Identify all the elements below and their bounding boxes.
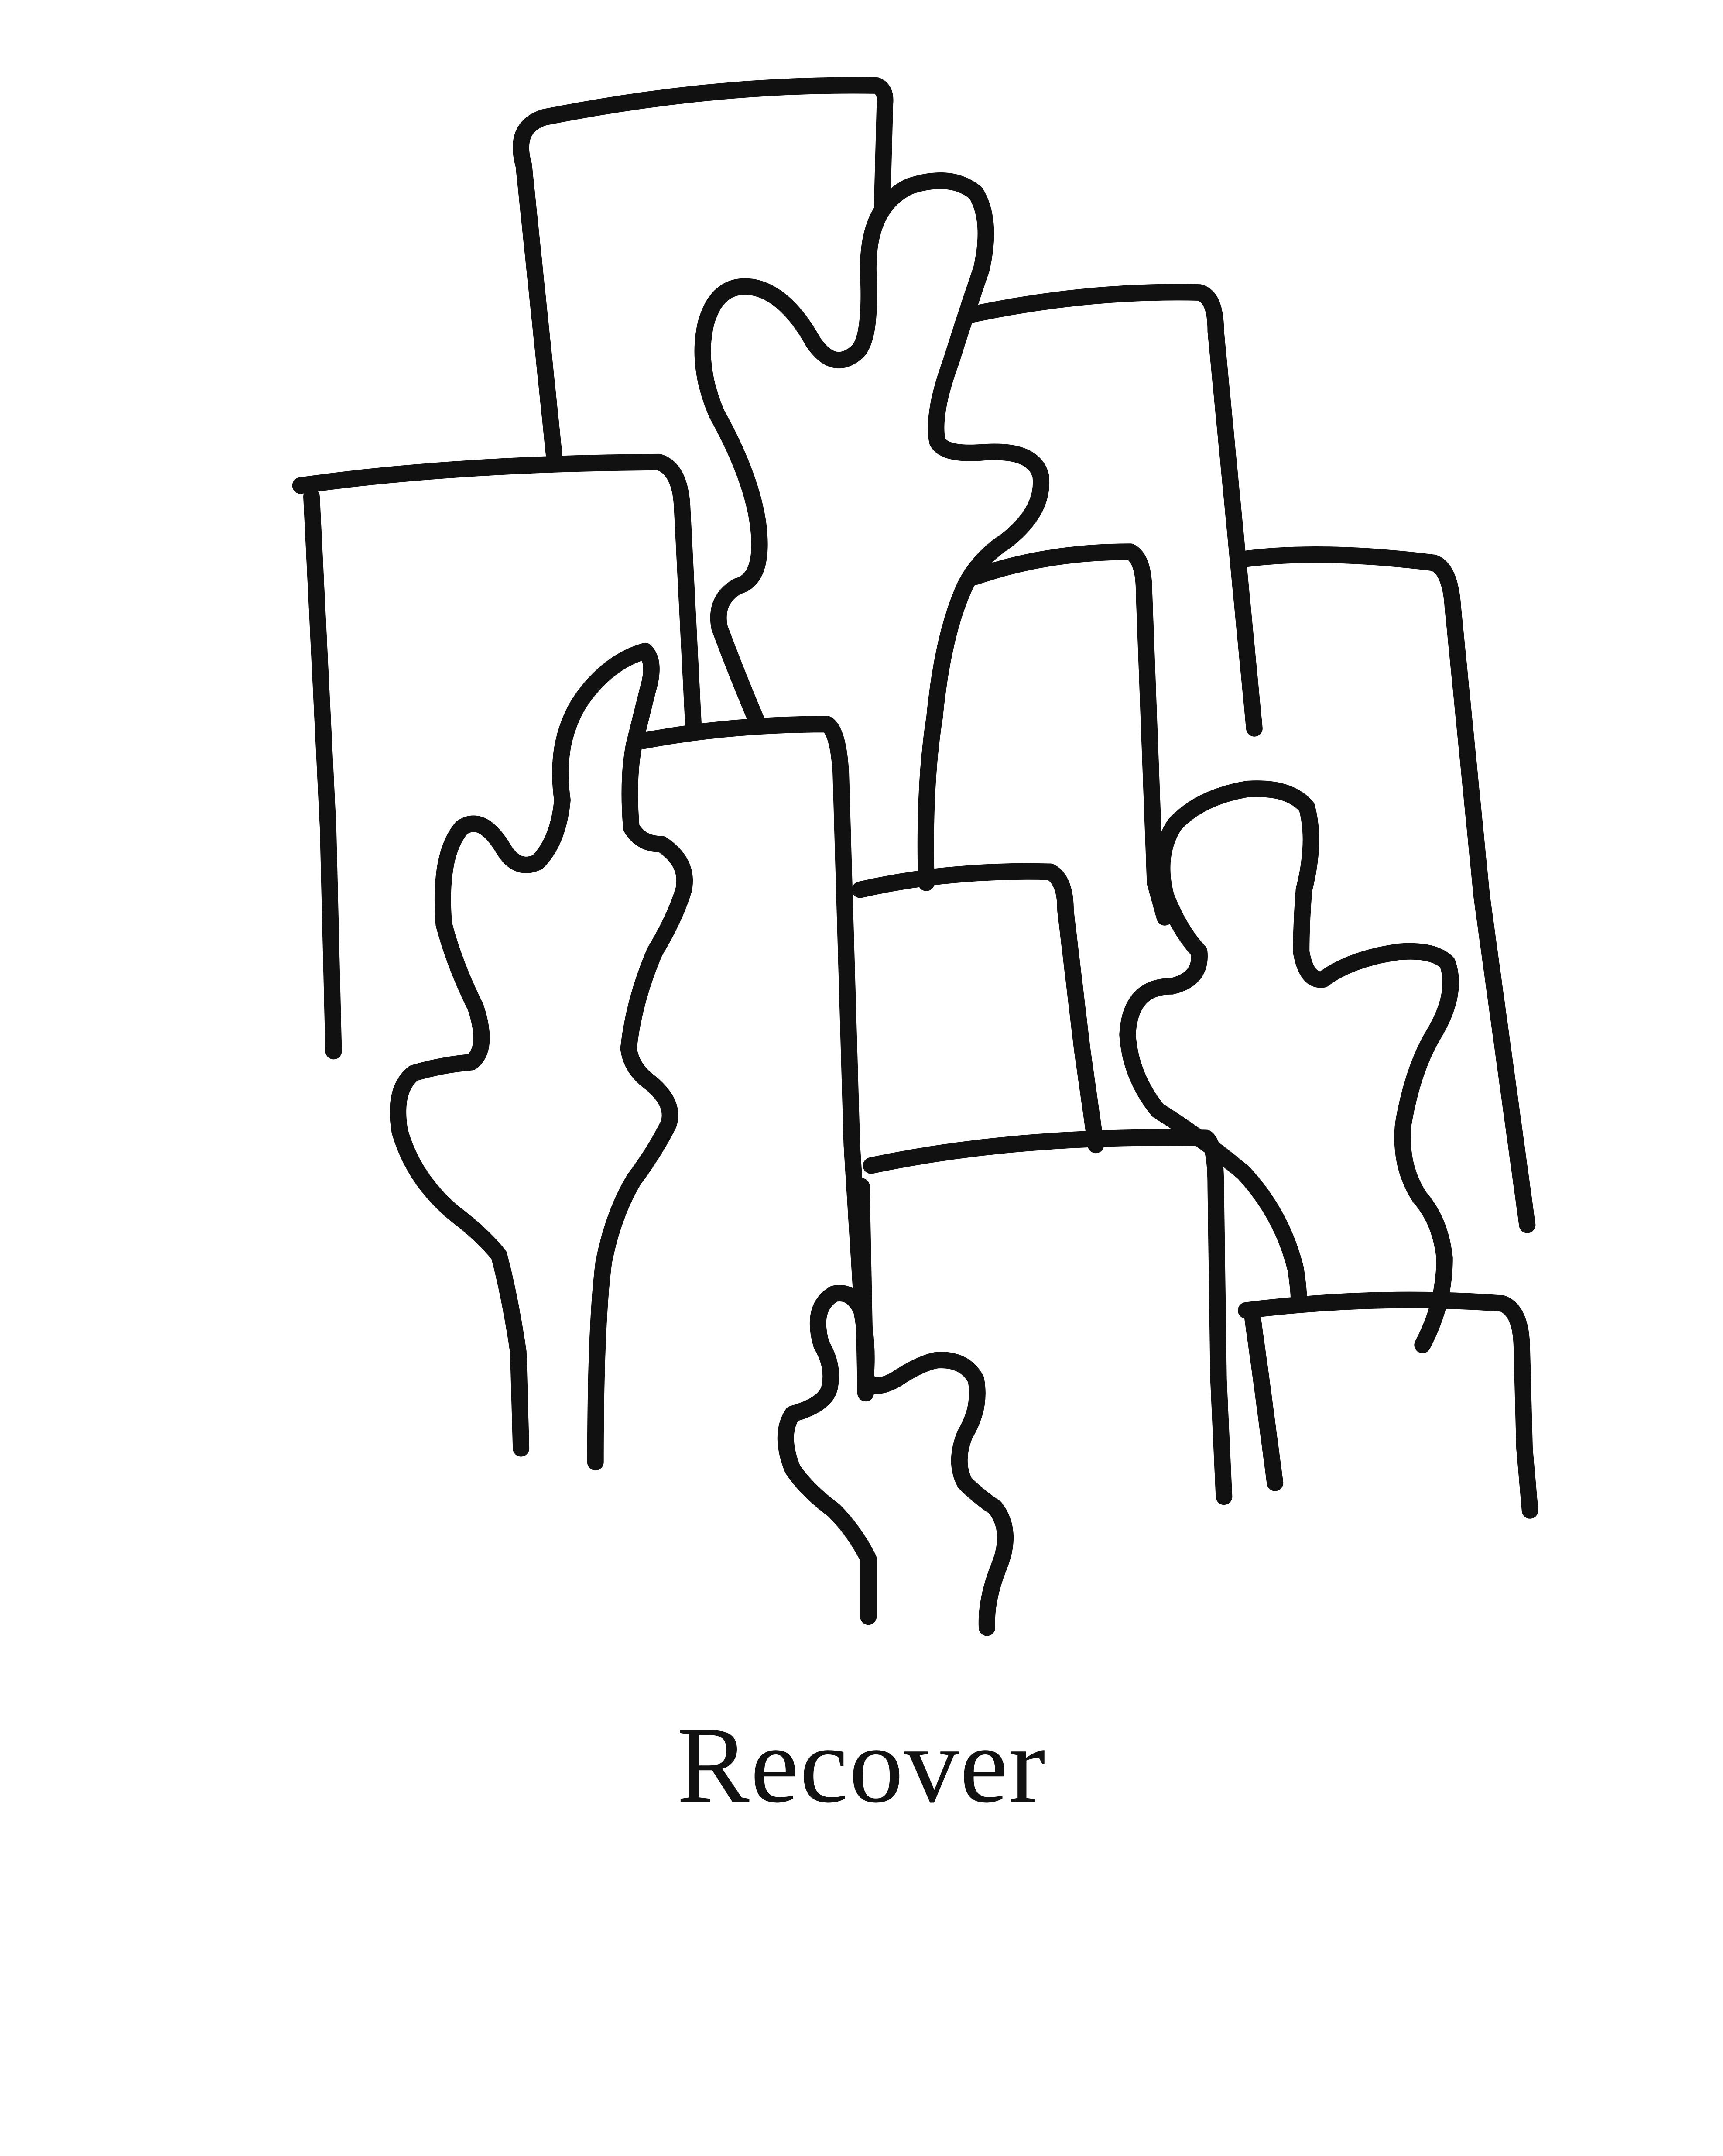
rectangle-sign-middle-right (967, 543, 1173, 926)
rectangle-sign-bottom-right (1237, 1291, 1538, 1519)
rectangle-sign-center-small (852, 863, 1104, 1154)
rectangle-sign-left (292, 453, 702, 733)
hand-figure-right (1119, 780, 1459, 1353)
caption-title: Recover (677, 1705, 1046, 1826)
rectangle-sign-top-right (963, 284, 1263, 737)
hand-figure-bottom-center (777, 1285, 1014, 1636)
rectangle-sign-bottom-center (863, 1129, 1233, 1505)
hand-figure-left (390, 642, 693, 1471)
rectangle-sign-bottom-right-edge (1243, 1302, 1284, 1491)
rectangle-sign-center (635, 716, 870, 1305)
rectangle-sign-far-right (1239, 546, 1536, 1233)
rectangle-sign-top-center (513, 77, 894, 463)
hand-figure-upper-center (694, 172, 1050, 891)
rectangle-sign-left-edge (303, 488, 342, 1060)
